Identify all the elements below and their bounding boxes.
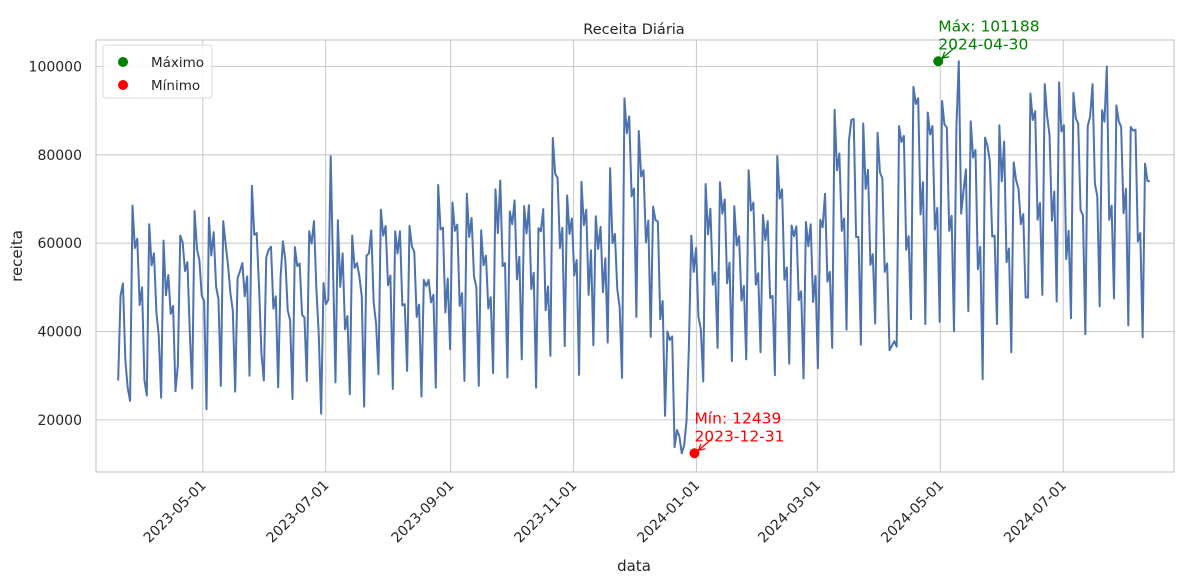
x-tick-label: 2024-05-01 (878, 478, 947, 547)
min-arrow-line (698, 437, 713, 451)
y-tick-label: 20000 (37, 413, 82, 429)
x-tick-label: 2024-03-01 (755, 478, 824, 547)
series-layer (117, 60, 1151, 455)
legend-label: Máximo (151, 55, 204, 71)
x-tick-label: 2023-09-01 (389, 478, 458, 547)
y-axis-title: receita (8, 230, 26, 282)
max-annotation-label: Máx: 101188 (938, 17, 1039, 35)
x-tick-label: 2024-01-01 (634, 478, 703, 547)
legend-label: Mínimo (151, 78, 200, 94)
y-tick-label: 60000 (37, 236, 82, 252)
min-annotation-label: Mín: 12439 (694, 409, 781, 427)
legend-marker (118, 80, 128, 90)
y-tick-label: 100000 (29, 60, 82, 76)
x-tick-label: 2023-05-01 (141, 478, 210, 547)
x-tick-label: 2024-07-01 (1001, 478, 1070, 547)
legend-box (102, 44, 213, 99)
plot-frame (95, 39, 1175, 473)
y-tick-label: 80000 (37, 148, 82, 164)
y-tick-label: 40000 (37, 325, 82, 341)
min-point (689, 448, 700, 459)
y-tick-labels: 20000 40000 60000 80000 100000 (29, 60, 82, 429)
x-axis-title: data (617, 557, 651, 575)
max-annotation-date: 2024-04-30 (938, 35, 1028, 53)
max-point (933, 56, 944, 67)
chart-title: Receita Diária (583, 22, 684, 38)
max-arrow-head (941, 51, 950, 59)
x-tick-label: 2023-11-01 (512, 478, 581, 547)
max-arrow-line (941, 45, 957, 59)
x-tick-label: 2023-07-01 (264, 478, 333, 547)
min-annotation-date: 2023-12-31 (694, 427, 784, 445)
min-arrow-head (697, 443, 706, 451)
series-line-0 (117, 60, 1151, 455)
legend: Máximo Mínimo (102, 44, 213, 99)
legend-marker (118, 57, 128, 67)
x-tick-labels: 2023-05-01 2023-07-01 2023-09-01 2023-11-01… (141, 478, 1070, 547)
